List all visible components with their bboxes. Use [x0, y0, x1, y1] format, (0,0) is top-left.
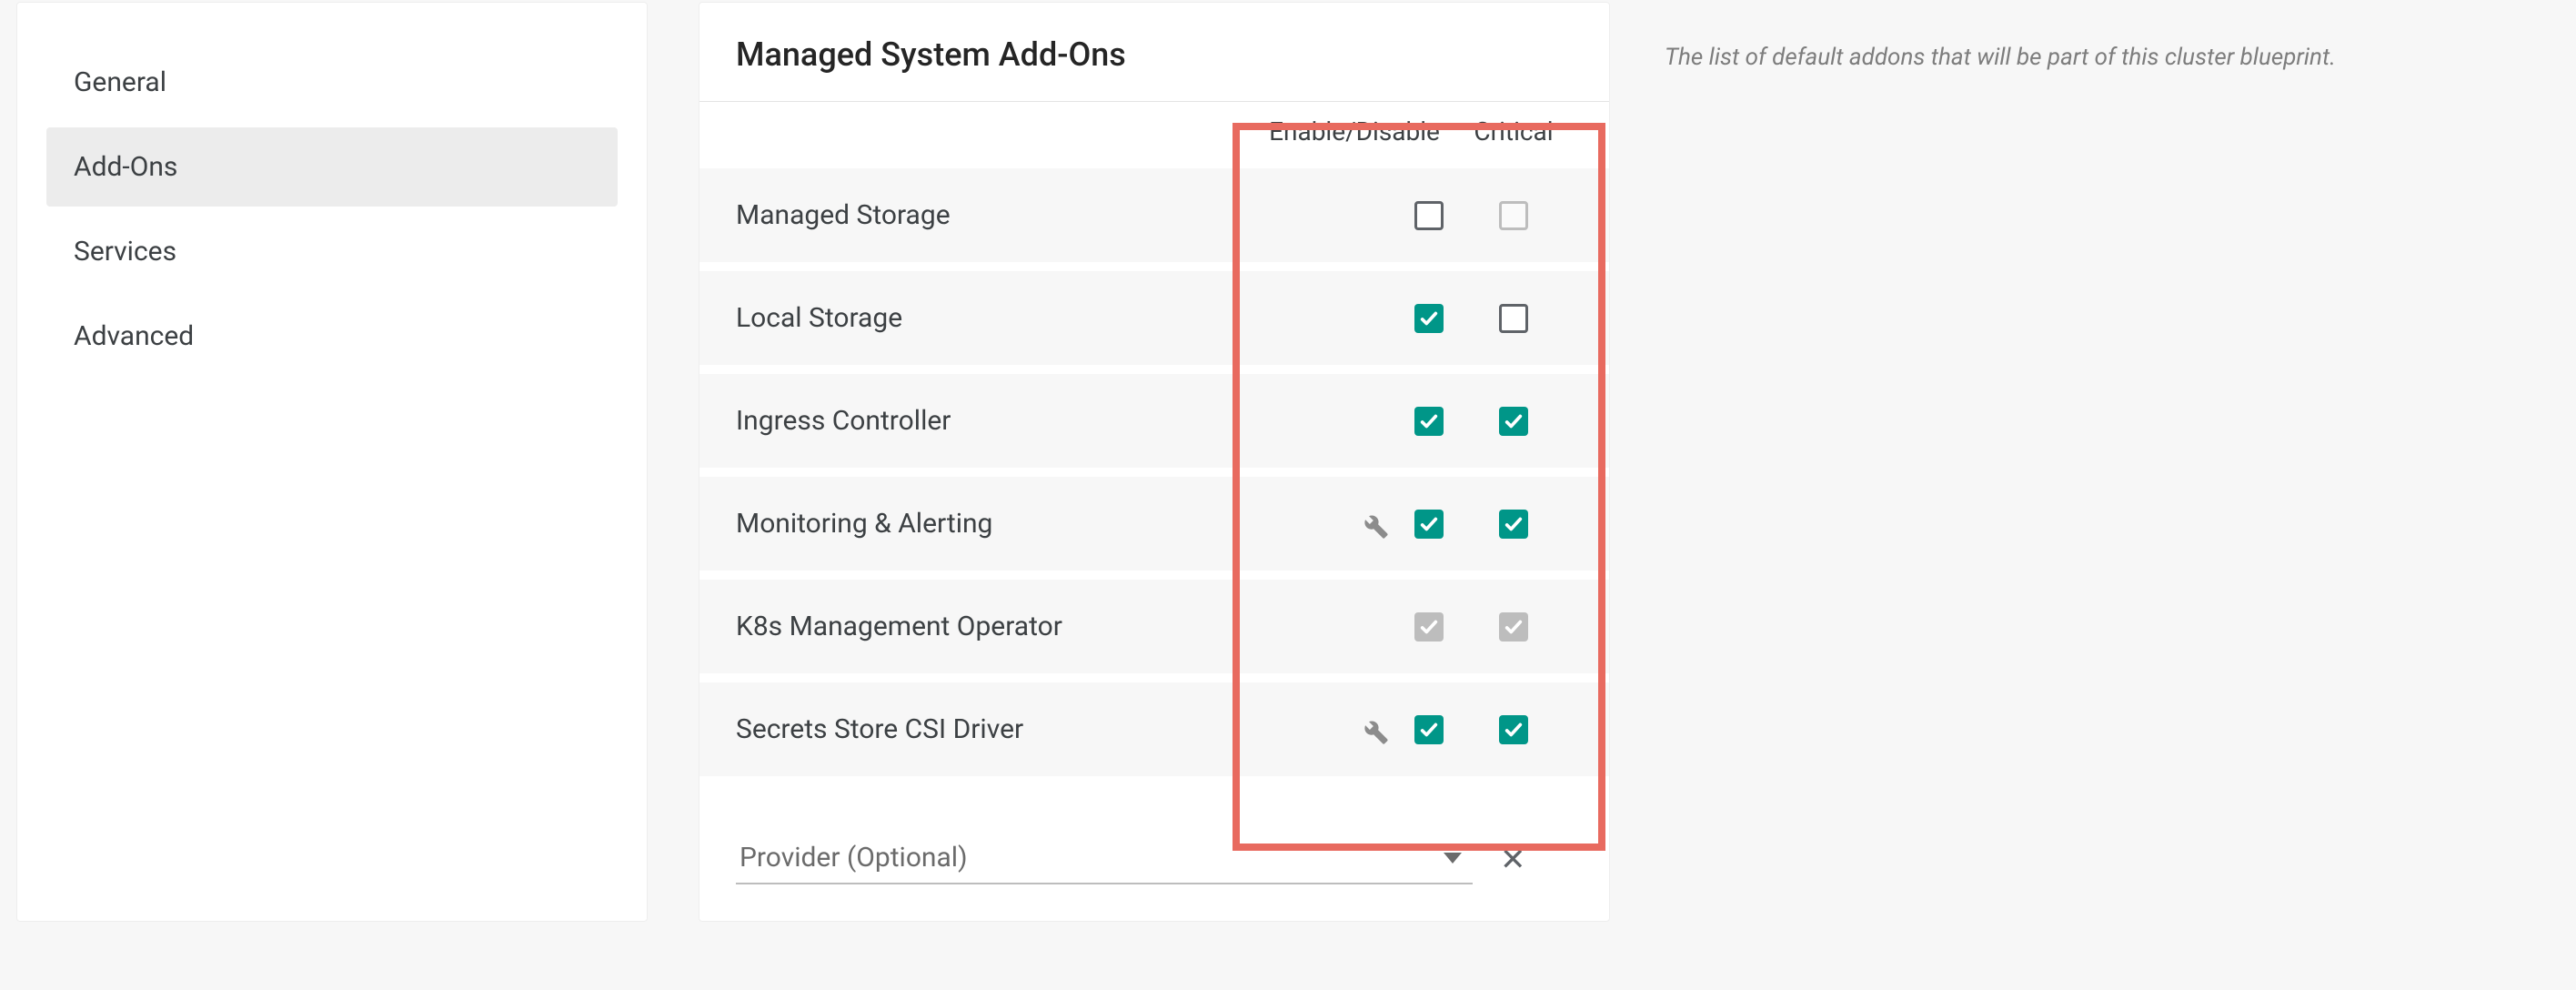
addon-name: Monitoring & Alerting: [736, 508, 1254, 540]
main-content: Managed System Add-Ons Enable/Disable Cr…: [699, 2, 2336, 922]
addon-critical-cell: [1454, 304, 1573, 333]
addon-critical-cell: [1454, 510, 1573, 539]
provider-select[interactable]: Provider (Optional): [736, 834, 1473, 884]
helper-text: The list of default addons that will be …: [1665, 2, 2336, 922]
enable-checkbox[interactable]: [1414, 201, 1444, 230]
sidebar-item-addons[interactable]: Add-Ons: [46, 127, 618, 207]
enable-checkbox[interactable]: [1414, 715, 1444, 744]
addon-enable-cell: [1254, 509, 1454, 540]
critical-checkbox[interactable]: [1499, 715, 1528, 744]
addon-name: K8s Management Operator: [736, 611, 1254, 642]
sidebar: General Add-Ons Services Advanced: [16, 2, 648, 922]
addon-name: Local Storage: [736, 302, 1254, 334]
addons-card: Managed System Add-Ons Enable/Disable Cr…: [699, 2, 1610, 922]
enable-checkbox: [1414, 612, 1444, 641]
enable-checkbox[interactable]: [1414, 510, 1444, 539]
col-header-enable: Enable/Disable: [1254, 116, 1454, 146]
addon-row: Managed Storage: [699, 168, 1609, 262]
addon-row: K8s Management Operator: [699, 580, 1609, 673]
card-title: Managed System Add-Ons: [699, 3, 1609, 102]
addon-row: Monitoring & Alerting: [699, 477, 1609, 571]
addons-rows: Managed Storage Local Storage Ingress Cont…: [699, 168, 1609, 776]
sidebar-item-advanced[interactable]: Advanced: [46, 297, 618, 376]
critical-checkbox[interactable]: [1499, 510, 1528, 539]
provider-label: Provider (Optional): [740, 842, 968, 874]
addon-enable-cell: [1254, 611, 1454, 642]
provider-row: Provider (Optional) ✕: [699, 785, 1609, 884]
addon-critical-cell: [1454, 407, 1573, 436]
sidebar-item-general[interactable]: General: [46, 43, 618, 122]
critical-checkbox: [1499, 612, 1528, 641]
addon-critical-cell: [1454, 201, 1573, 230]
enable-checkbox[interactable]: [1414, 304, 1444, 333]
addon-row: Local Storage: [699, 271, 1609, 365]
close-icon[interactable]: ✕: [1494, 836, 1532, 884]
page-layout: General Add-Ons Services Advanced Manage…: [0, 0, 2576, 922]
addon-row: Secrets Store CSI Driver: [699, 682, 1609, 776]
addon-name: Ingress Controller: [736, 405, 1254, 437]
sidebar-item-services[interactable]: Services: [46, 212, 618, 291]
addons-table-header: Enable/Disable Critical: [699, 102, 1609, 168]
critical-checkbox[interactable]: [1499, 304, 1528, 333]
addon-enable-cell: [1254, 200, 1454, 231]
addon-critical-cell: [1454, 715, 1573, 744]
addon-enable-cell: [1254, 714, 1454, 745]
addon-name: Managed Storage: [736, 199, 1254, 231]
addon-critical-cell: [1454, 612, 1573, 641]
critical-checkbox: [1499, 201, 1528, 230]
critical-checkbox[interactable]: [1499, 407, 1528, 436]
addon-enable-cell: [1254, 406, 1454, 437]
addon-name: Secrets Store CSI Driver: [736, 713, 1254, 745]
addon-row: Ingress Controller: [699, 374, 1609, 468]
wrench-icon[interactable]: [1358, 509, 1389, 540]
enable-checkbox[interactable]: [1414, 407, 1444, 436]
col-header-critical: Critical: [1454, 116, 1573, 146]
wrench-icon[interactable]: [1358, 714, 1389, 745]
addon-enable-cell: [1254, 303, 1454, 334]
chevron-down-icon: [1444, 853, 1462, 864]
